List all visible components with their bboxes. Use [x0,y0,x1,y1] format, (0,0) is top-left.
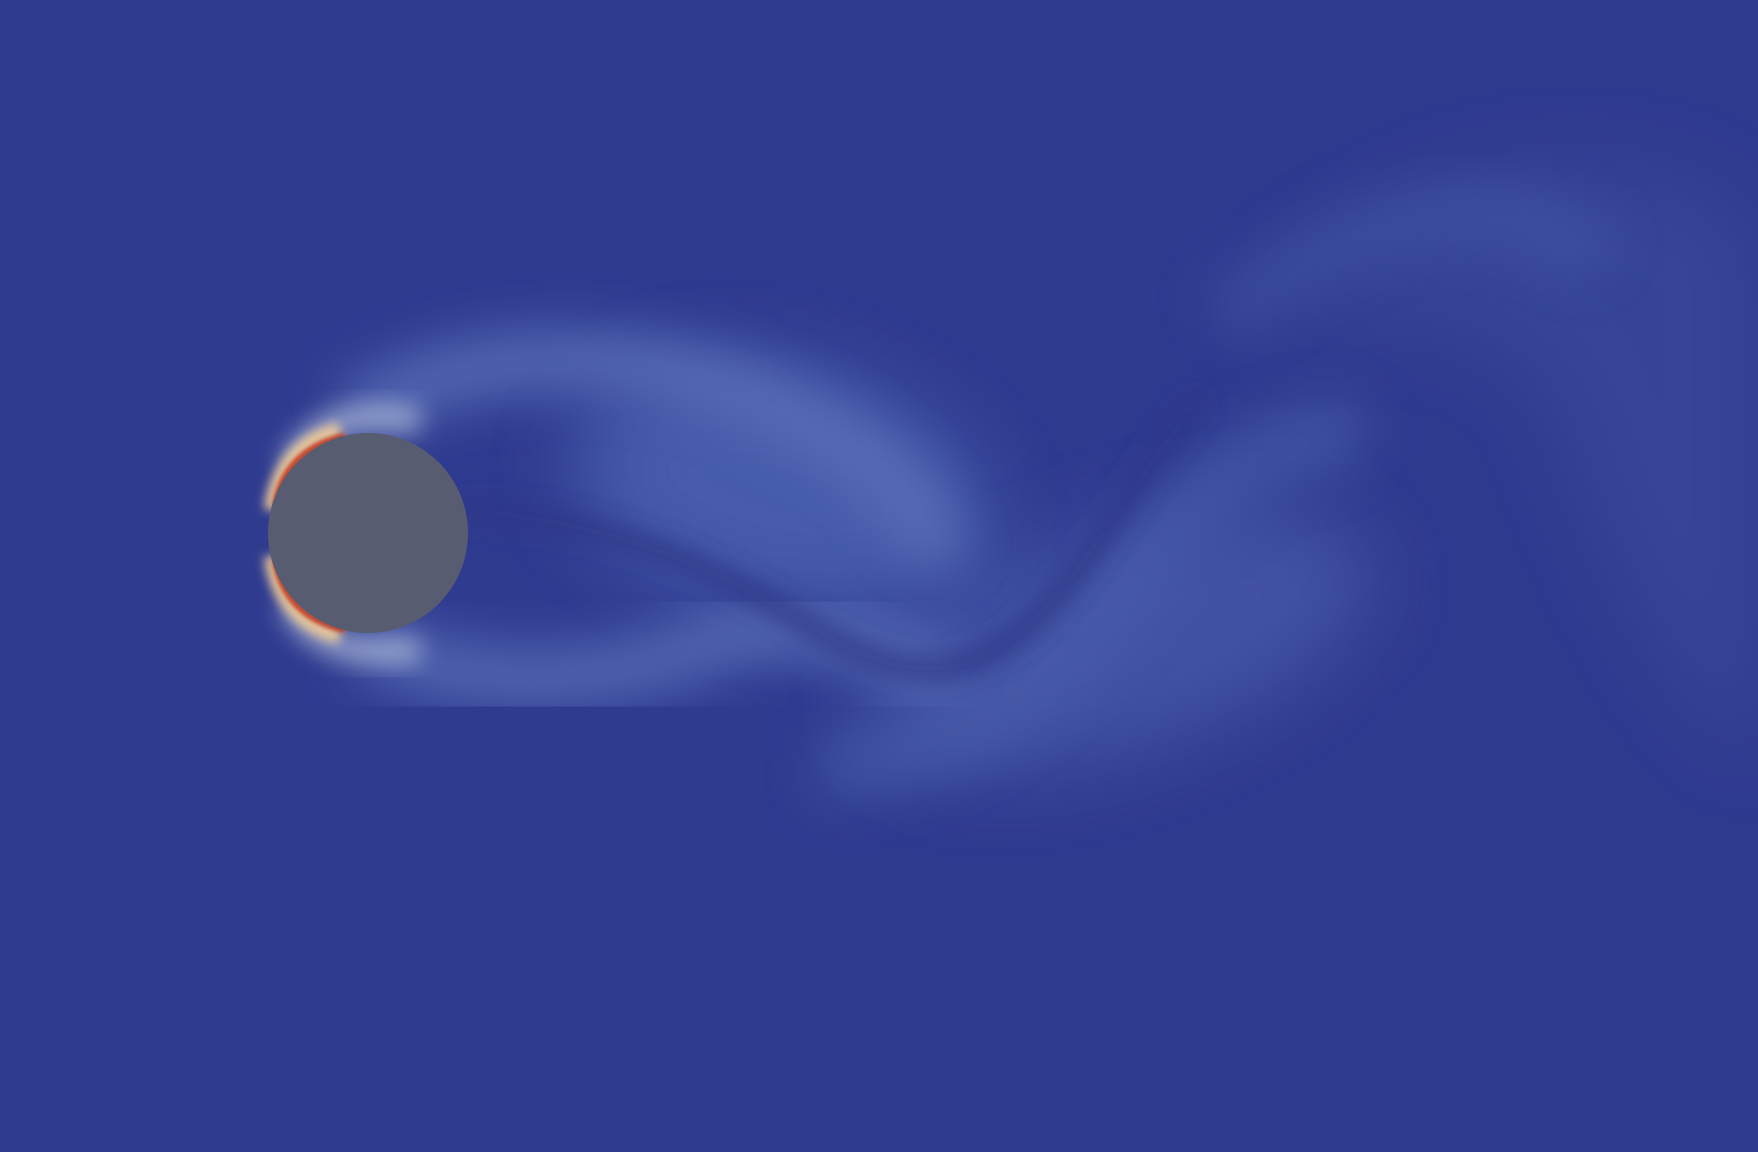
wake [277,168,1758,798]
far-wake [1250,168,1758,760]
cylinder [268,433,468,633]
far-shear [1200,180,1621,343]
lower-vortex-arm [813,401,1372,798]
upper-shear [332,330,962,568]
wake-centerline [459,392,1209,680]
